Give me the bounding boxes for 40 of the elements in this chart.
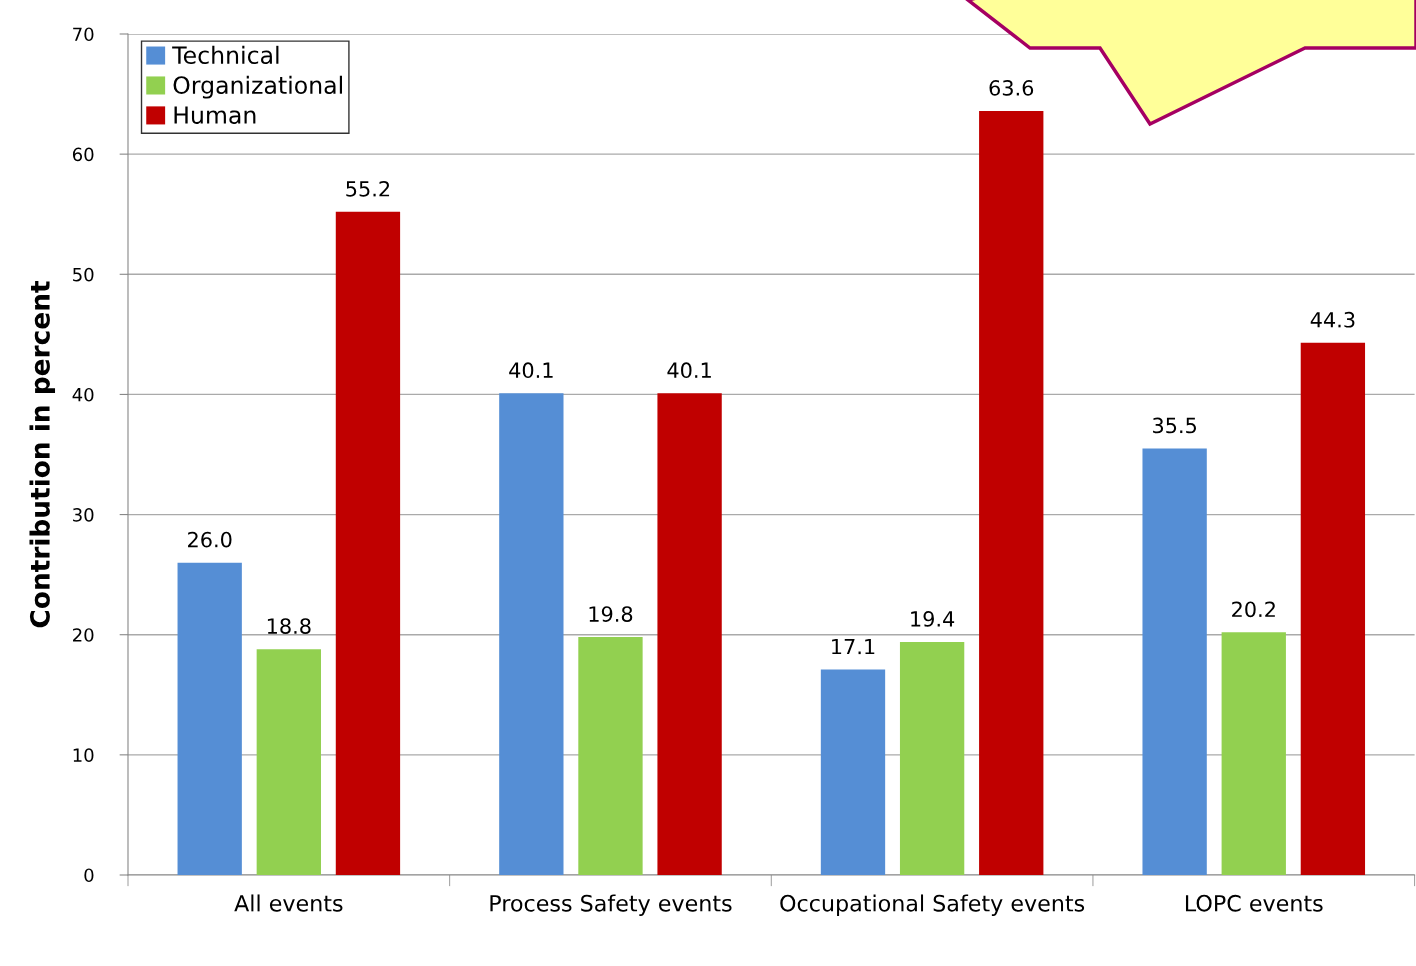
y-tick-label: 40 bbox=[72, 387, 94, 402]
bar bbox=[899, 641, 965, 875]
y-axis-title: Contribution in percent bbox=[29, 281, 56, 628]
y-tick-label: 0 bbox=[84, 868, 94, 883]
bar bbox=[177, 562, 242, 875]
legend-label: Organizational bbox=[173, 75, 342, 99]
bar bbox=[335, 211, 401, 875]
x-tick-label: All events bbox=[234, 894, 343, 912]
data-label: 20.2 bbox=[1232, 601, 1275, 618]
data-label: 40.1 bbox=[509, 362, 553, 379]
bar bbox=[979, 110, 1044, 875]
data-label: 44.3 bbox=[1310, 311, 1355, 328]
data-label: 19.4 bbox=[911, 611, 955, 627]
y-tick-label: 30 bbox=[73, 508, 94, 522]
y-tick-label: 10 bbox=[73, 748, 94, 762]
bar bbox=[820, 669, 886, 875]
data-label: 63.6 bbox=[989, 79, 1034, 96]
data-label: 26.0 bbox=[188, 531, 232, 548]
data-label: 40.1 bbox=[667, 362, 711, 379]
bar bbox=[578, 637, 643, 875]
legend-label: Technical bbox=[172, 45, 279, 65]
x-tick-label: Occupational Safety events bbox=[780, 894, 1085, 916]
y-tick-label: 50 bbox=[73, 267, 94, 282]
legend-label: Human bbox=[174, 106, 256, 124]
data-label: 19.8 bbox=[589, 606, 633, 622]
bar bbox=[1221, 632, 1286, 875]
data-label: 35.5 bbox=[1153, 417, 1197, 434]
y-tick-label: 20 bbox=[73, 628, 94, 642]
y-tick-label: 70 bbox=[73, 27, 94, 42]
bar bbox=[256, 649, 321, 875]
x-tick-label: Process Safety events bbox=[490, 894, 732, 916]
bar bbox=[657, 393, 722, 875]
data-label: 18.8 bbox=[267, 618, 311, 634]
y-tick-label: 60 bbox=[72, 147, 94, 162]
bar bbox=[499, 393, 564, 875]
bar bbox=[1142, 448, 1207, 875]
bar bbox=[1300, 342, 1366, 875]
x-tick-label: LOPC events bbox=[1185, 894, 1323, 912]
data-label: 17.1 bbox=[832, 638, 875, 655]
data-label: 55.2 bbox=[346, 180, 390, 197]
